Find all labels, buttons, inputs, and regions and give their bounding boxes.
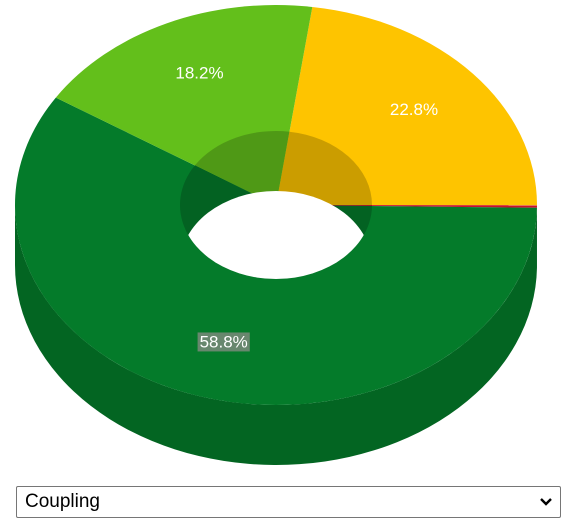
- hole: [180, 191, 372, 279]
- dropdown-text: Coupling: [25, 491, 100, 512]
- chevron: [540, 498, 552, 506]
- inner-wall: [195, 131, 290, 205]
- data-label: 22.8%: [390, 100, 438, 119]
- chart: 22.8% 58.8% 18.2%: [14, 5, 537, 465]
- inner-wall: [276, 131, 372, 206]
- dropdown[interactable]: Coupling: [16, 486, 561, 518]
- label-bg: [197, 332, 250, 352]
- data-label: 18.2%: [175, 64, 223, 83]
- data-label: 58.8%: [200, 332, 248, 351]
- slice-wall: [15, 205, 537, 465]
